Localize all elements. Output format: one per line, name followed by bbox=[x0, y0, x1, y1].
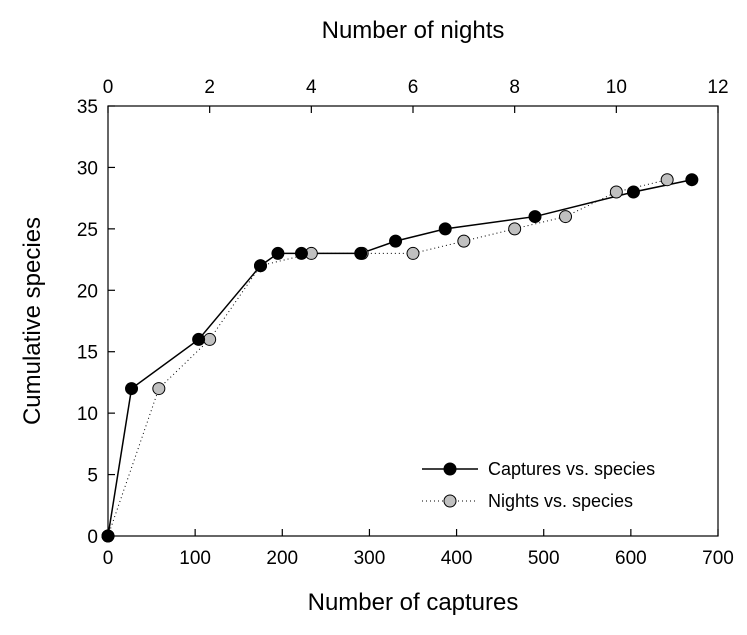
x2-tick-label-2: 2 bbox=[204, 77, 215, 98]
series-0-point-4 bbox=[271, 246, 285, 260]
x-tick-label-500: 500 bbox=[528, 548, 560, 569]
series-0-point-8 bbox=[438, 222, 452, 236]
x2-axis-title: Number of nights bbox=[322, 17, 505, 44]
x-tick-label-200: 200 bbox=[266, 548, 298, 569]
x-tick-label-100: 100 bbox=[179, 548, 211, 569]
series-0-point-9 bbox=[528, 210, 542, 224]
series-1-point-7 bbox=[457, 234, 471, 248]
x2-tick-label-0: 0 bbox=[103, 77, 114, 98]
x-tick-label-400: 400 bbox=[441, 548, 473, 569]
series-1-point-2 bbox=[203, 332, 217, 346]
series-1-point-11 bbox=[660, 173, 674, 187]
x-tick-label-600: 600 bbox=[615, 548, 647, 569]
tick-group: 0 100 200 300 400 500 600 700 0 2 4 6 8 10 12 0 5 10 15 20 2… bbox=[77, 77, 734, 569]
x2-tick-label-10: 10 bbox=[606, 77, 627, 98]
legend-label-nights: Nights vs. species bbox=[488, 491, 633, 511]
y-tick-label-25: 25 bbox=[77, 220, 98, 241]
y-tick-label-15: 15 bbox=[77, 343, 98, 364]
y-tick-label-5: 5 bbox=[87, 466, 98, 487]
x-tick-label-300: 300 bbox=[354, 548, 386, 569]
series-1-point-9 bbox=[559, 210, 572, 224]
series-1-point-1 bbox=[152, 382, 166, 396]
series-line-1 bbox=[107, 179, 668, 537]
legend-label-captures: Captures vs. species bbox=[488, 459, 655, 479]
series-0-point-1 bbox=[125, 382, 139, 396]
legend-marker-captures bbox=[443, 462, 457, 476]
series-0-point-7 bbox=[389, 234, 403, 248]
series-line-0 bbox=[107, 178, 693, 537]
series-lines bbox=[107, 178, 693, 537]
x2-tick-label-4: 4 bbox=[306, 77, 317, 98]
y-tick-label-0: 0 bbox=[87, 527, 98, 548]
series-0-point-0 bbox=[101, 529, 115, 543]
series-0-point-3 bbox=[254, 259, 267, 273]
x2-tick-label-12: 12 bbox=[707, 77, 728, 98]
y-axis-title: Cumulative species bbox=[19, 217, 46, 425]
series-1-point-6 bbox=[406, 246, 420, 260]
series-0-point-10 bbox=[626, 185, 640, 199]
x-tick-label-0: 0 bbox=[103, 548, 114, 569]
y-tick-label-35: 35 bbox=[77, 97, 98, 118]
y-tick-label-10: 10 bbox=[77, 404, 98, 425]
series-1-point-10 bbox=[609, 185, 623, 199]
series-1-point-8 bbox=[508, 222, 522, 236]
legend-marker-nights bbox=[443, 494, 457, 508]
series-0-point-6 bbox=[354, 246, 368, 260]
series-markers bbox=[101, 173, 699, 543]
series-0-point-2 bbox=[192, 332, 206, 346]
x2-tick-label-8: 8 bbox=[509, 77, 520, 98]
y-tick-label-30: 30 bbox=[77, 158, 98, 179]
x-axis-title: Number of captures bbox=[308, 589, 519, 616]
y-tick-label-20: 20 bbox=[77, 281, 98, 302]
series-0-point-5 bbox=[294, 246, 308, 260]
legend: Captures vs. species Nights vs. species bbox=[422, 459, 655, 511]
series-0-point-11 bbox=[685, 173, 699, 187]
x-tick-label-700: 700 bbox=[702, 548, 734, 569]
x2-tick-label-6: 6 bbox=[408, 77, 419, 98]
